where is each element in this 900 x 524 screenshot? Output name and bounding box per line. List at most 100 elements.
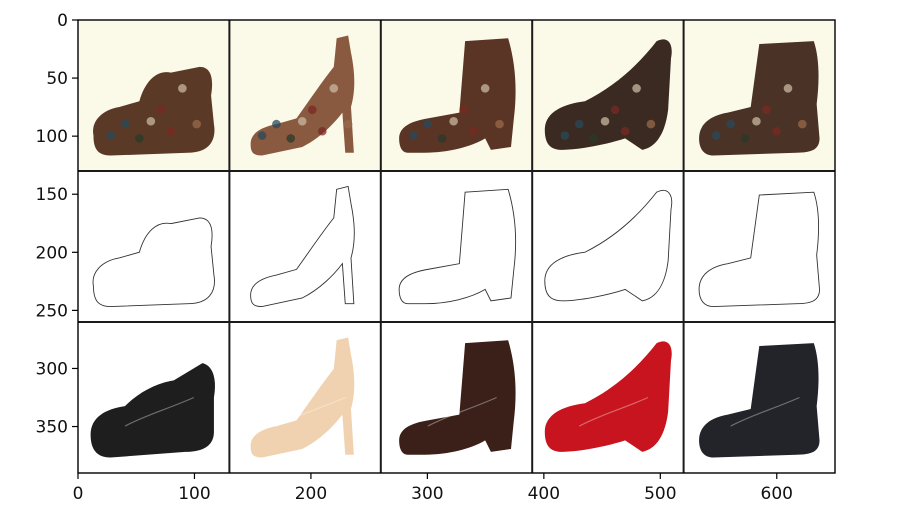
- shoe-highlight: [276, 398, 345, 427]
- shoe-body: [699, 343, 820, 458]
- shoe-body: [250, 337, 355, 458]
- texture-speck: [798, 119, 807, 129]
- image-tile: [380, 20, 533, 171]
- image-tile: [532, 171, 684, 322]
- texture-speck: [178, 84, 187, 93]
- texture-speck: [286, 134, 296, 143]
- texture-speck: [600, 116, 610, 126]
- texture-speck: [272, 119, 281, 129]
- texture-speck: [480, 84, 490, 93]
- texture-speck: [560, 131, 570, 140]
- shoe-silhouette: [93, 66, 215, 156]
- texture-speck: [495, 119, 504, 129]
- tile-dividers: [78, 20, 835, 473]
- shoe-highlight: [125, 398, 194, 427]
- texture-speck: [423, 119, 433, 129]
- texture-speck: [589, 134, 598, 143]
- shoe-edge-outline: [545, 190, 672, 300]
- shoe-silhouette: [699, 343, 820, 458]
- texture-speck: [120, 119, 130, 129]
- y-tick-label: 250: [36, 301, 68, 321]
- tile-background: [78, 171, 230, 322]
- shoe-silhouette: [544, 39, 672, 150]
- shoe-silhouette: [93, 218, 214, 307]
- shoe-silhouette: [90, 363, 215, 458]
- image-tiles: [78, 20, 835, 473]
- y-tick-label: 50: [46, 69, 68, 89]
- x-tick-label: 400: [528, 484, 560, 504]
- shoe-edge-outline: [93, 218, 214, 307]
- shoe-highlight: [731, 398, 800, 427]
- image-tile: [683, 20, 835, 171]
- texture-speck: [135, 134, 144, 143]
- shoe-silhouette: [399, 189, 515, 303]
- image-tile: [683, 322, 835, 473]
- shoe-body: [399, 340, 516, 455]
- image-tile: [532, 322, 684, 473]
- image-tile: [380, 322, 533, 473]
- shoe-silhouette: [699, 41, 820, 156]
- image-tile: [229, 322, 381, 473]
- image-tile: [380, 171, 533, 322]
- shoe-edge-outline: [699, 192, 819, 306]
- texture-speck: [469, 126, 479, 136]
- image-tile: [78, 322, 230, 473]
- x-tick-label: 600: [761, 484, 793, 504]
- texture-speck: [783, 84, 793, 93]
- texture-speck: [752, 116, 761, 126]
- tile-background: [532, 171, 684, 322]
- texture-speck: [610, 105, 620, 115]
- y-axis: 0 50 100 150 200 250 300 350: [36, 11, 78, 438]
- image-tile: [78, 171, 230, 322]
- texture-speck: [297, 116, 307, 126]
- texture-speck: [459, 105, 468, 115]
- texture-speck: [437, 134, 447, 143]
- texture-speck: [740, 134, 750, 143]
- x-axis: 0 100 200 300 400 500 600: [73, 473, 793, 504]
- y-tick-label: 200: [36, 243, 68, 263]
- shoe-highlight: [579, 398, 648, 427]
- texture-speck: [620, 126, 630, 136]
- x-tick-label: 100: [178, 484, 210, 504]
- shoe-silhouette: [699, 192, 819, 306]
- tile-background: [229, 171, 381, 322]
- texture-speck: [762, 105, 771, 115]
- y-tick-label: 0: [57, 11, 68, 31]
- texture-speck: [646, 119, 656, 129]
- texture-speck: [772, 126, 781, 136]
- texture-speck: [329, 84, 339, 93]
- image-tile: [532, 20, 684, 171]
- y-tick-label: 150: [36, 185, 68, 205]
- tile-background: [683, 171, 835, 322]
- texture-speck: [343, 119, 353, 129]
- shoe-silhouette: [545, 190, 672, 300]
- texture-speck: [318, 126, 327, 136]
- shoe-silhouette: [399, 38, 516, 153]
- x-tick-label: 500: [644, 484, 676, 504]
- texture-speck: [192, 119, 202, 129]
- shoe-body: [90, 363, 215, 458]
- y-tick-label: 300: [36, 359, 68, 379]
- x-tick-label: 200: [295, 484, 327, 504]
- y-tick-label: 100: [36, 127, 68, 147]
- shoe-edge-outline: [251, 186, 355, 306]
- shoe-highlight: [428, 398, 497, 427]
- texture-speck: [449, 116, 458, 126]
- shoe-edge-outline: [399, 189, 515, 303]
- x-tick-label: 300: [411, 484, 443, 504]
- texture-speck: [166, 126, 176, 136]
- image-tile: [229, 20, 381, 171]
- texture-speck: [711, 131, 721, 140]
- x-tick-label: 0: [73, 484, 84, 504]
- texture-speck: [106, 131, 115, 140]
- axes-frame: [77, 19, 836, 474]
- shoe-silhouette: [250, 35, 355, 156]
- texture-speck: [146, 116, 156, 126]
- image-tile: [229, 171, 381, 322]
- shoe-body: [544, 341, 672, 452]
- y-tick-label: 350: [36, 418, 68, 438]
- texture-speck: [726, 119, 735, 129]
- texture-speck: [574, 119, 584, 129]
- image-tile: [683, 171, 835, 322]
